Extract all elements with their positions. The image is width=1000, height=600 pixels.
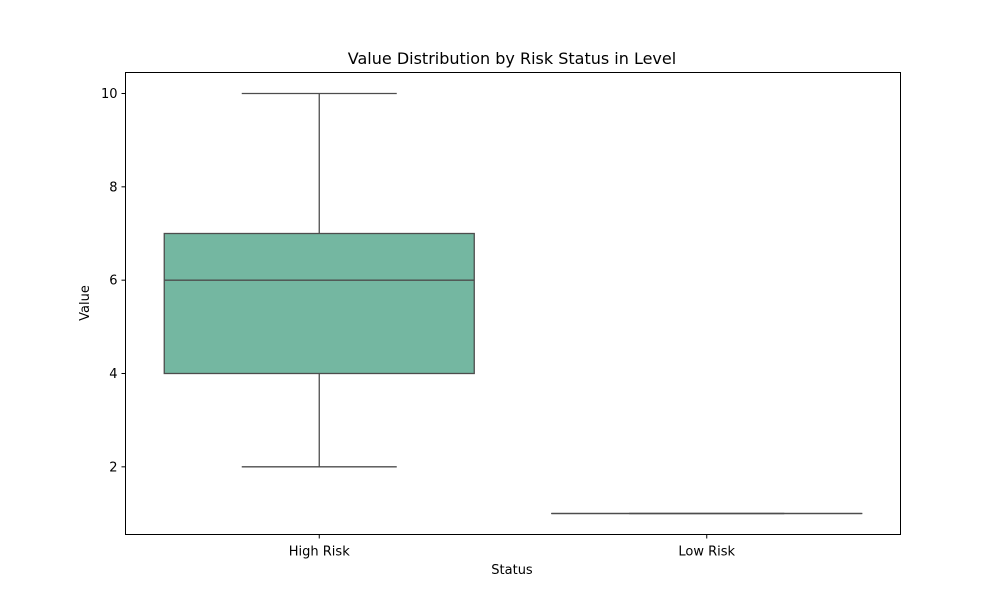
x-tick-label: Low Risk (678, 545, 735, 560)
x-tick-label: High Risk (289, 545, 350, 560)
iqr-box (163, 232, 475, 375)
y-tick-label: 10 (101, 87, 118, 102)
y-axis-label: Value (78, 285, 93, 321)
chart-title: Value Distribution by Risk Status in Lev… (348, 49, 676, 68)
y-axis: 2 4 6 8 10 (101, 87, 126, 475)
x-axis: High Risk Low Risk (289, 534, 736, 560)
plot-area-frame (125, 72, 901, 535)
y-tick-label: 6 (109, 274, 117, 289)
y-tick-label: 4 (109, 367, 117, 382)
box-high-risk (163, 92, 475, 468)
x-axis-label: Status (491, 563, 533, 578)
box-series (163, 92, 863, 515)
y-tick-label: 2 (109, 460, 117, 475)
y-tick-label: 8 (109, 180, 117, 195)
